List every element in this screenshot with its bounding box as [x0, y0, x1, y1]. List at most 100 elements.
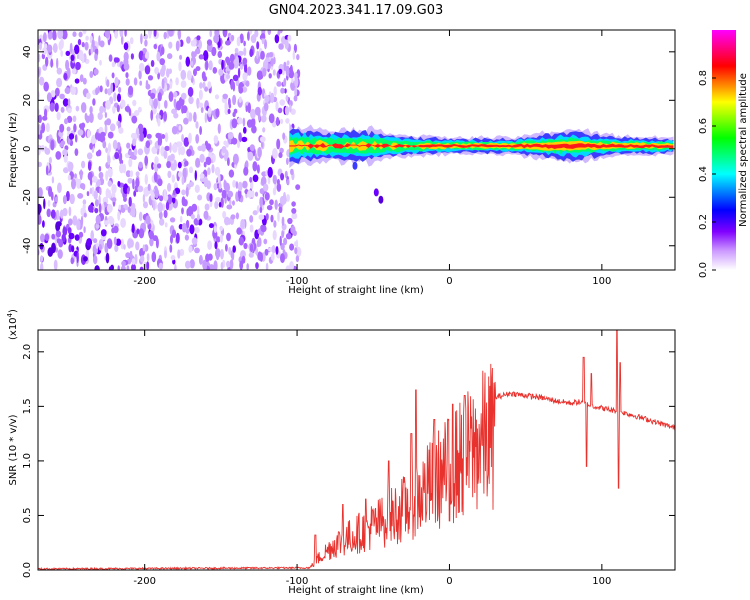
noise-cell [227, 108, 231, 115]
noise-cell [98, 203, 102, 214]
noise-cell [38, 42, 43, 51]
noise-cell [138, 62, 145, 72]
noise-cell [247, 31, 250, 41]
noise-cell [77, 38, 82, 46]
noise-cell [198, 254, 203, 265]
noise-cell [198, 54, 205, 60]
noise-cell [285, 118, 290, 124]
noise-cell [267, 63, 271, 70]
noise-cell [137, 106, 142, 113]
noise-cell [273, 220, 277, 228]
noise-cell [72, 215, 78, 226]
noise-cell [245, 80, 250, 87]
noise-cell [138, 161, 143, 169]
noise-cell [204, 112, 208, 124]
noise-cell [167, 170, 172, 179]
noise-cell [80, 215, 84, 226]
snr-series-line [38, 330, 675, 570]
noise-cell [283, 237, 288, 246]
noise-cell [152, 88, 156, 94]
noise-cell [179, 248, 185, 256]
noise-cell [220, 262, 224, 270]
noise-cell [252, 174, 259, 183]
noise-cell [62, 149, 68, 156]
noise-cell [78, 170, 84, 176]
noise-cell [216, 236, 221, 243]
noise-cell [247, 151, 254, 161]
noise-cell [174, 263, 177, 270]
noise-cell [206, 143, 212, 151]
noise-cell [74, 173, 77, 179]
noise-cell [130, 53, 134, 60]
noise-cell [55, 230, 62, 238]
noise-cell [242, 180, 248, 189]
noise-cell [157, 101, 161, 110]
noise-cell [57, 30, 64, 40]
noise-cell [47, 199, 51, 207]
noise-cell [204, 203, 210, 211]
noise-cell [120, 238, 125, 250]
noise-cell [76, 219, 81, 231]
noise-cell [161, 63, 166, 73]
noise-cell [107, 88, 112, 96]
noise-cell [42, 220, 45, 228]
noise-cell [249, 224, 254, 233]
noise-cell [228, 103, 232, 109]
noise-cell [228, 169, 235, 178]
noise-cell [153, 43, 158, 50]
noise-cell [283, 61, 287, 72]
noise-cell [202, 260, 207, 270]
noise-cell [163, 209, 168, 219]
noise-cell [100, 229, 107, 237]
noise-cell [252, 161, 258, 172]
y-tick-label: -20 [22, 189, 33, 205]
noise-cell [154, 156, 159, 165]
noise-cell [266, 205, 273, 211]
noise-cell [268, 52, 274, 58]
noise-cell [256, 164, 260, 174]
noise-cell [89, 187, 93, 194]
noise-cell [281, 196, 287, 205]
noise-cell [144, 173, 148, 185]
noise-cell [263, 183, 269, 192]
noise-cell [260, 115, 267, 123]
noise-cell [228, 218, 231, 225]
noise-cell [43, 32, 47, 43]
noise-cell [105, 170, 109, 182]
x-tick-label: 0 [446, 576, 452, 587]
noise-cell [207, 167, 211, 176]
noise-cell [225, 40, 231, 46]
noise-cell [98, 171, 104, 179]
noise-cell [273, 86, 277, 97]
noise-cell [142, 194, 146, 203]
noise-cell [221, 189, 227, 199]
noise-cell [191, 51, 195, 58]
noise-cell [238, 50, 244, 56]
noise-cell [153, 98, 158, 110]
noise-cell [85, 35, 89, 41]
noise-cell [171, 174, 175, 183]
noise-cell [40, 129, 43, 136]
noise-cell [171, 229, 177, 238]
noise-cell [144, 155, 149, 166]
noise-cell [108, 54, 113, 62]
noise-cell [114, 76, 119, 87]
noise-cell [198, 89, 203, 101]
noise-cell [75, 105, 80, 112]
noise-cell [215, 108, 220, 118]
noise-cell [95, 87, 99, 96]
snr-panel: -200 -100 0 100 0.0 0.5 1.0 1.5 2.0 Height of st… [6, 309, 676, 596]
noise-cell [267, 166, 273, 178]
signal-blob [352, 161, 358, 170]
noise-cell [276, 183, 282, 192]
noise-cell [211, 46, 217, 57]
noise-cell [294, 77, 299, 88]
noise-cell [280, 253, 285, 264]
noise-cell [162, 203, 166, 212]
noise-cell [154, 67, 160, 75]
noise-cell [278, 43, 284, 50]
noise-cell [107, 180, 113, 187]
noise-cell [158, 211, 163, 220]
noise-cell [206, 39, 213, 46]
noise-cell [243, 126, 247, 134]
